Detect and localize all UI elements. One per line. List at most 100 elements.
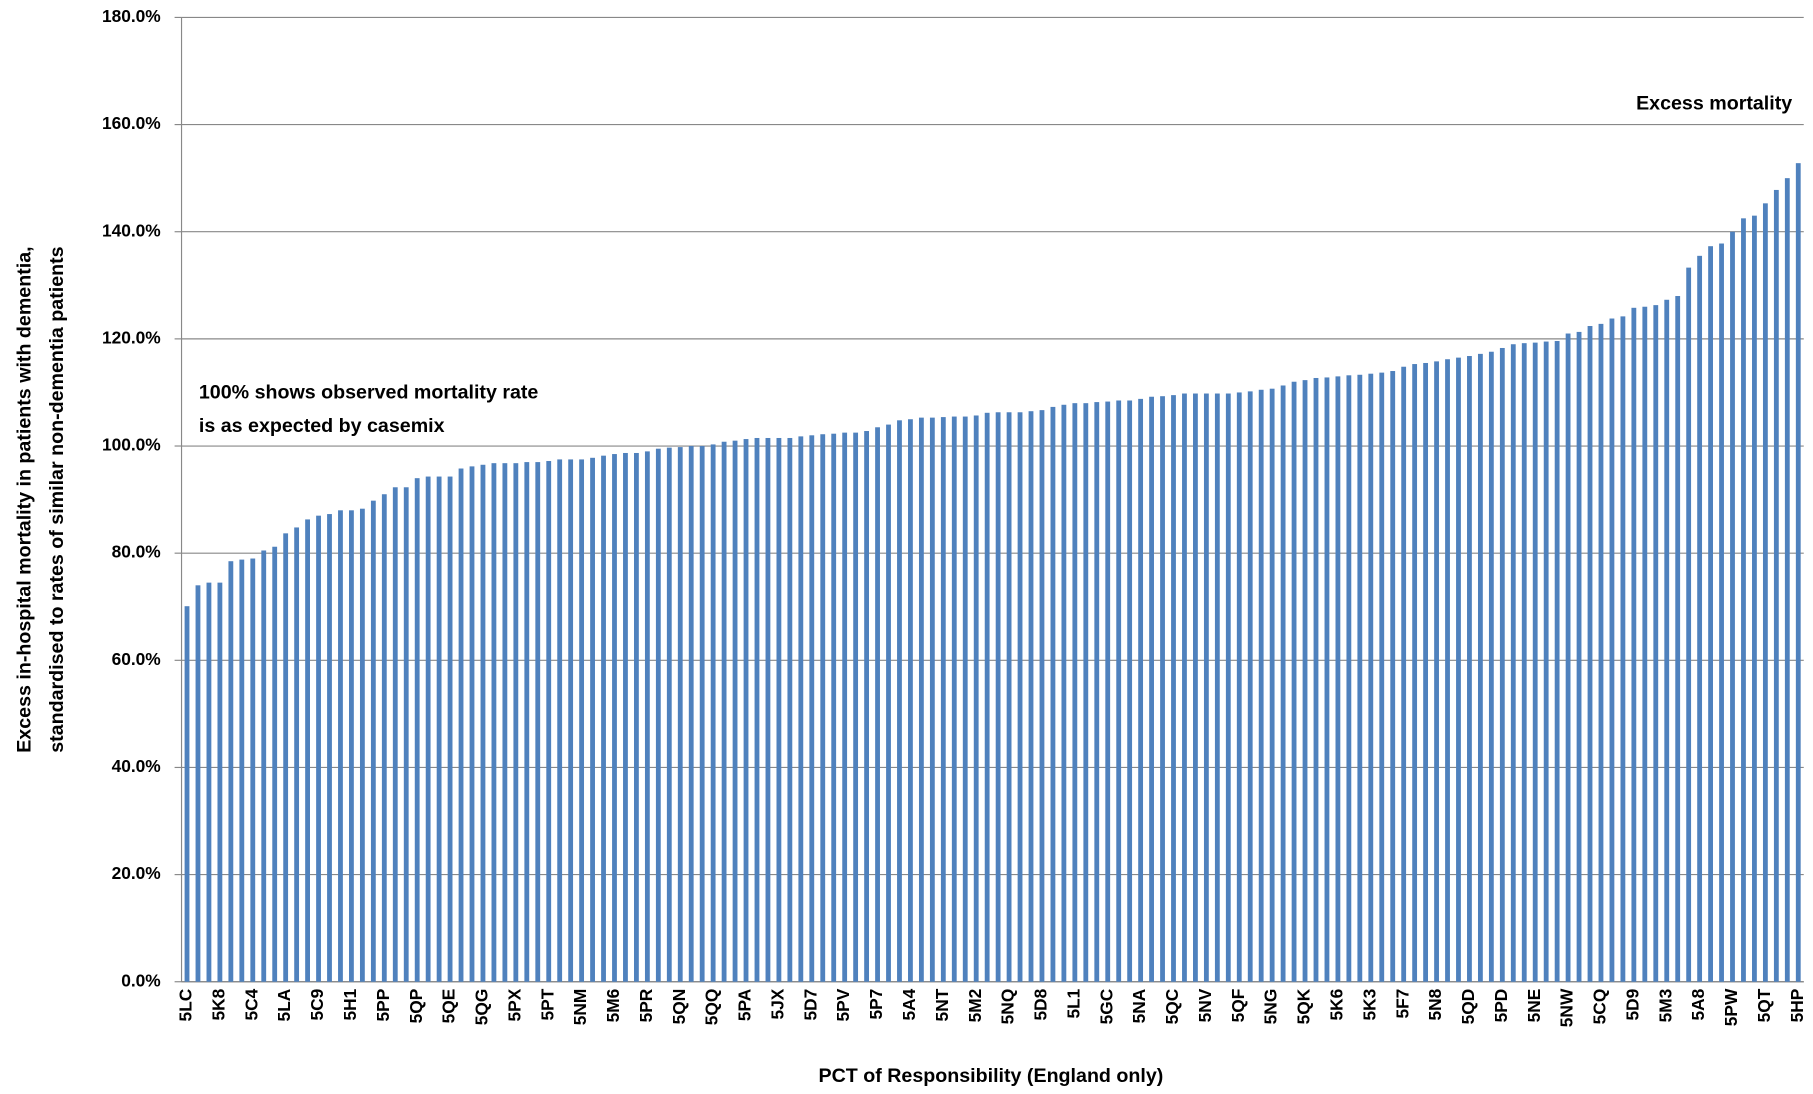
bar — [644, 451, 650, 982]
y-axis-title: Excess in-hospital mortality in patients… — [14, 246, 68, 752]
bar — [1686, 267, 1692, 982]
y-tick-label: 40.0% — [112, 756, 161, 776]
y-axis-title-line: Excess in-hospital mortality in patients… — [14, 246, 36, 752]
bar — [447, 476, 453, 982]
x-tick-label: 5QK — [1294, 988, 1314, 1024]
bar — [513, 463, 519, 982]
y-tick-label: 20.0% — [112, 863, 161, 883]
bar — [1291, 381, 1297, 982]
x-tick-label: 5NQ — [998, 989, 1018, 1025]
bar — [392, 487, 398, 982]
x-tick-label: 5M3 — [1655, 988, 1675, 1022]
bar — [1423, 362, 1429, 982]
bar — [535, 462, 541, 982]
bar — [776, 437, 782, 982]
bar — [1719, 243, 1724, 982]
x-tick-label: 5JX — [767, 988, 787, 1019]
bar — [1171, 395, 1176, 982]
x-tick-label: 5N8 — [1425, 988, 1445, 1020]
x-tick-label: 5QF — [1228, 989, 1248, 1023]
annotation: Excess mortality — [1636, 92, 1792, 114]
bar — [1105, 401, 1111, 982]
bar — [557, 459, 563, 982]
bar — [524, 462, 530, 982]
bar — [732, 440, 738, 982]
bar — [765, 437, 771, 982]
bar — [1083, 403, 1089, 982]
bar — [798, 436, 804, 982]
bar — [1313, 377, 1319, 982]
bar — [217, 582, 223, 982]
x-tick-label: 5NT — [932, 988, 952, 1021]
x-tick-label: 5GC — [1096, 988, 1116, 1024]
bar — [316, 515, 321, 982]
bar — [195, 585, 201, 982]
x-tick-label: 5QC — [1162, 988, 1182, 1024]
bar — [612, 454, 617, 982]
bar — [1072, 403, 1078, 982]
bar — [1050, 406, 1056, 982]
bar — [633, 452, 639, 982]
x-tick-label: 5A8 — [1688, 988, 1708, 1020]
x-tick-label: 5M6 — [603, 988, 623, 1022]
x-tick-label: 5PP — [373, 989, 393, 1022]
x-tick-label: 5PA — [735, 988, 755, 1021]
annotation: 100% shows observed mortality rate — [199, 381, 539, 403]
x-tick-label: 5C9 — [307, 989, 327, 1021]
bar — [1269, 388, 1275, 982]
y-tick-label: 160.0% — [102, 113, 161, 133]
bar — [743, 439, 749, 982]
x-tick-label: 5NE — [1524, 989, 1544, 1023]
x-tick-label: 5PX — [504, 988, 524, 1021]
bar — [359, 508, 365, 982]
x-tick-label: 5QQ — [702, 989, 722, 1026]
bar — [886, 424, 891, 982]
bar — [261, 550, 267, 982]
y-tick-label: 100.0% — [102, 435, 161, 455]
bar — [349, 510, 354, 982]
bar — [1094, 402, 1100, 982]
bar — [1762, 203, 1768, 982]
bar — [1127, 400, 1133, 982]
bar — [809, 435, 815, 982]
x-tick-label: 5K6 — [1326, 988, 1346, 1020]
bar — [1324, 377, 1330, 982]
bar — [962, 416, 968, 982]
bar — [623, 452, 628, 982]
bar — [381, 494, 387, 982]
bar — [918, 417, 924, 982]
x-tick-label: 5QD — [1458, 989, 1478, 1025]
bar — [853, 432, 859, 982]
x-tick-label: 5NM — [570, 989, 590, 1026]
x-tick-label: 5NW — [1557, 988, 1577, 1027]
bar — [864, 431, 870, 982]
bar — [897, 420, 902, 982]
x-tick-label: 5C4 — [241, 988, 261, 1020]
x-tick-label: 5LA — [274, 988, 294, 1021]
bar — [1554, 341, 1560, 982]
bar — [1499, 347, 1505, 982]
x-tick-label: 5PT — [537, 988, 557, 1020]
bar — [1214, 393, 1220, 982]
x-tick-label: 5LC — [176, 988, 196, 1021]
bar — [1335, 376, 1341, 982]
y-tick-label: 120.0% — [102, 327, 161, 347]
bar — [458, 468, 464, 982]
x-tick-label: 5D8 — [1031, 988, 1051, 1020]
x-tick-label: 5QN — [669, 989, 689, 1025]
x-tick-label: 5L1 — [1063, 988, 1083, 1018]
bar — [1390, 371, 1396, 982]
bar — [1752, 215, 1757, 982]
bar — [1149, 396, 1154, 982]
x-tick-label: 5P7 — [866, 989, 886, 1020]
bar — [1247, 391, 1253, 982]
x-tick-label: 5QT — [1754, 988, 1774, 1022]
bar — [250, 558, 256, 982]
bar — [272, 546, 278, 982]
bar — [831, 433, 837, 982]
bar — [1379, 372, 1385, 982]
bar — [1773, 189, 1779, 982]
x-tick-label: 5M2 — [965, 989, 985, 1023]
bar — [1565, 333, 1571, 982]
bar — [1061, 404, 1067, 982]
